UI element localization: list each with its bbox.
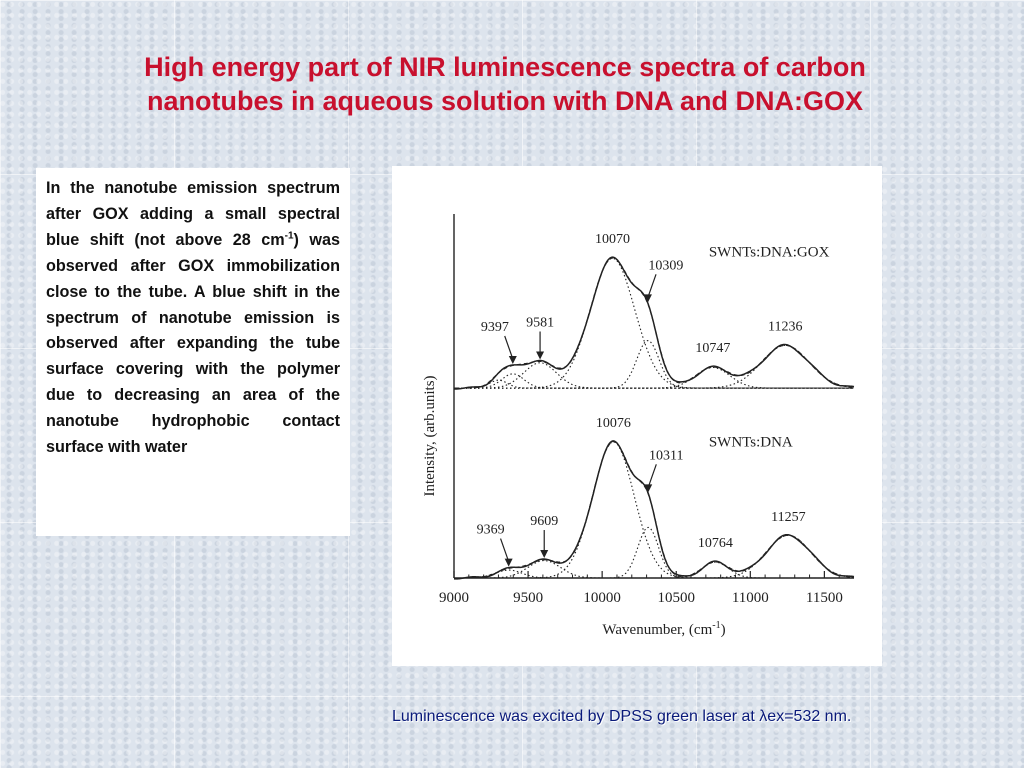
- x-axis-title-text: Wavenumber, (cm: [602, 622, 712, 638]
- description-text-superscript: -1: [284, 230, 294, 242]
- spectra-chart-card: 9000 9500 10000 10500 11000 11500 Wavenumber, …: [392, 166, 882, 666]
- component-band-curve: [454, 560, 854, 579]
- slide-title: High energy part of NIR luminescence spe…: [40, 50, 970, 118]
- description-text-box: In the nanotube emission spectrum after …: [36, 168, 350, 536]
- component-band-curve: [454, 366, 854, 389]
- peak-arrow-head: [540, 550, 549, 559]
- measured-spectrum-curve: [454, 256, 855, 390]
- x-axis-title-tail: ): [721, 622, 726, 638]
- excitation-footnote: Luminescence was excited by DPSS green l…: [392, 708, 852, 725]
- peak-arrow-head: [536, 351, 545, 360]
- x-axis-title: Wavenumber, (cm-1): [602, 620, 725, 638]
- description-text-rest: ) was observed after GOX immobilization …: [46, 230, 340, 457]
- peak-arrow-head: [504, 558, 513, 567]
- spectrum-panel-1: SWNTs:DNA:GOX 9397 9581 10070 10309 10747 1123…: [454, 232, 855, 390]
- peak-wavenumber-label: 9609: [530, 514, 558, 529]
- x-axis-title-superscript: -1: [712, 620, 720, 631]
- peak-arrow-line: [504, 335, 514, 360]
- peak-wavenumber-label: 10076: [596, 416, 631, 431]
- x-tick-label: 11500: [806, 590, 843, 606]
- x-tick-label: 9000: [439, 590, 469, 606]
- slide-title-line-2: nanotubes in aqueous solution with DNA a…: [147, 86, 863, 116]
- x-tick-label: 11000: [732, 590, 769, 606]
- spectrum-panel-2: SWNTs:DNA 9369 9609 10076 10311 10764 11257: [454, 416, 855, 580]
- peak-wavenumber-label: 10309: [648, 258, 683, 273]
- peak-wavenumber-label: 11257: [771, 510, 805, 525]
- peak-wavenumber-label: 9581: [526, 316, 554, 331]
- peak-arrow-head: [644, 484, 653, 493]
- x-tick-label: 10500: [657, 590, 695, 606]
- description-text-main: In the nanotube emission spectrum after …: [46, 179, 340, 249]
- measured-spectrum-curve: [454, 440, 855, 580]
- peak-wavenumber-label: 10070: [595, 232, 630, 247]
- peak-wavenumber-label: 10747: [695, 341, 730, 356]
- slide-title-line-1: High energy part of NIR luminescence spe…: [144, 52, 866, 82]
- peak-wavenumber-label: 9369: [477, 523, 505, 538]
- peak-arrow-head: [643, 294, 652, 303]
- peak-arrow-line: [647, 464, 657, 488]
- x-tick-label: 9500: [513, 590, 543, 606]
- peak-wavenumber-label: 11236: [768, 320, 802, 335]
- component-band-curve: [454, 362, 854, 389]
- panel-sample-label: SWNTs:DNA: [709, 435, 793, 451]
- component-band-curve: [454, 257, 854, 389]
- luminescence-spectra-chart: 9000 9500 10000 10500 11000 11500 Wavenumber, …: [422, 214, 855, 638]
- panel-sample-label: SWNTs:DNA:GOX: [709, 245, 830, 261]
- component-band-curve: [454, 534, 854, 579]
- peak-arrow-line: [500, 538, 510, 562]
- y-axis-title: Intensity, (arb.units): [422, 375, 438, 496]
- description-paragraph: In the nanotube emission spectrum after …: [46, 176, 340, 461]
- peak-wavenumber-label: 10764: [698, 536, 733, 551]
- component-band-curve: [454, 569, 854, 579]
- peak-arrow-line: [647, 274, 657, 298]
- peak-wavenumber-label: 9397: [481, 320, 509, 335]
- peak-arrow-head: [508, 355, 517, 364]
- peak-wavenumber-label: 10311: [649, 448, 683, 463]
- component-band-curve: [454, 561, 854, 579]
- x-tick-label: 10000: [583, 590, 621, 606]
